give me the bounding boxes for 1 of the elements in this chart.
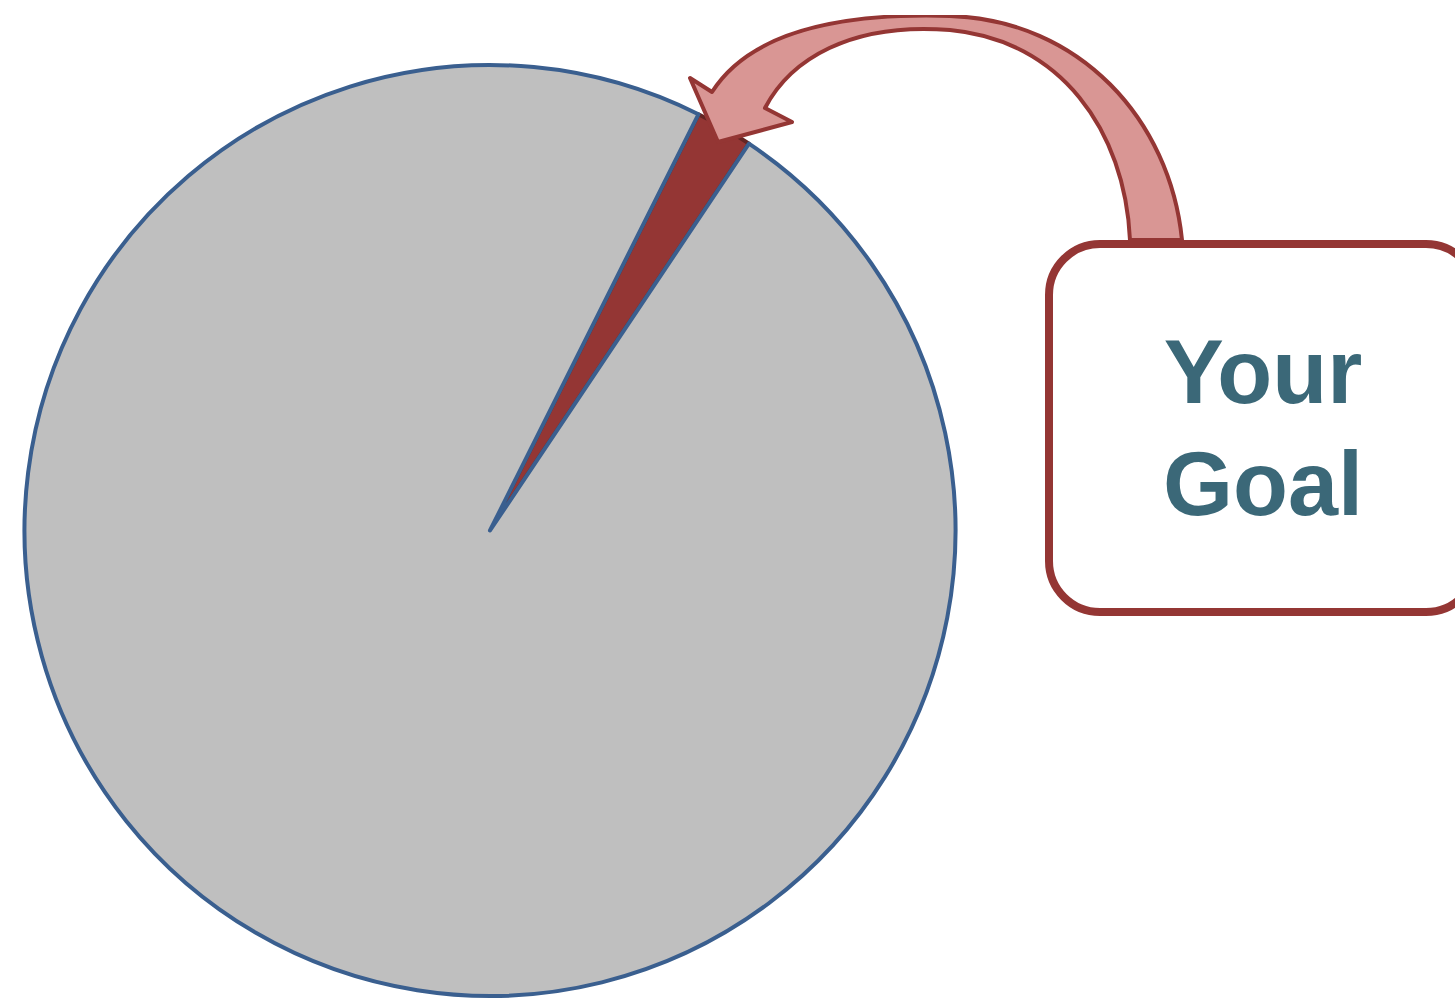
text: Your Goal <box>1045 240 1455 616</box>
